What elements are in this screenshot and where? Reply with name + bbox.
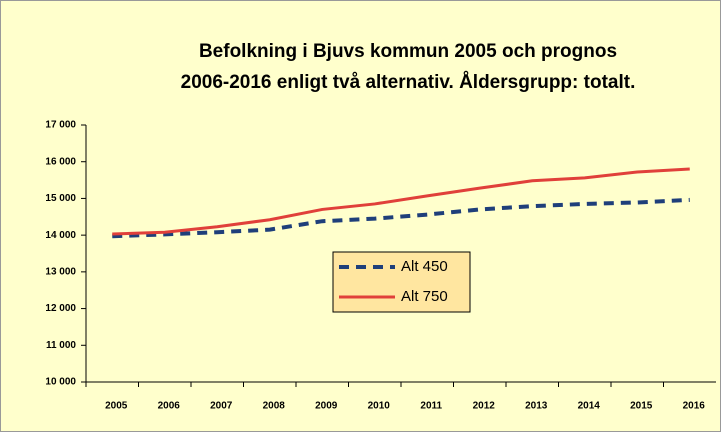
legend-label: Alt 450	[401, 258, 448, 275]
y-tick-label: 14 000	[45, 230, 76, 241]
y-tick-label: 17 000	[45, 120, 76, 131]
x-tick-label: 2015	[630, 401, 653, 412]
chart-subtitle: 2006-2016 enligt två alternativ. Åldersg…	[181, 72, 636, 93]
x-tick-label: 2007	[210, 401, 233, 412]
x-tick-label: 2010	[368, 401, 391, 412]
x-tick-label: 2006	[158, 401, 181, 412]
x-tick-label: 2014	[578, 401, 601, 412]
y-tick-label: 16 000	[45, 156, 76, 167]
x-tick-label: 2011	[420, 401, 442, 412]
y-tick-label: 12 000	[45, 303, 76, 314]
x-tick-label: 2012	[473, 401, 496, 412]
y-tick-label: 11 000	[46, 340, 76, 351]
y-tick-label: 13 000	[45, 266, 76, 277]
chart-title: Befolkning i Bjuvs kommun 2005 och progn…	[199, 41, 617, 62]
x-tick-label: 2013	[525, 401, 548, 412]
series-line	[112, 197, 690, 239]
y-tick-label: 10 000	[45, 377, 76, 388]
x-tick-label: 2008	[263, 401, 286, 412]
legend-box	[332, 251, 471, 313]
series-line	[112, 167, 690, 236]
y-tick-label: 15 000	[45, 193, 76, 204]
x-tick-label: 2016	[683, 401, 706, 412]
legend-label: Alt 750	[401, 288, 448, 305]
x-tick-label: 2005	[105, 401, 128, 412]
x-tick-label: 2009	[315, 401, 338, 412]
